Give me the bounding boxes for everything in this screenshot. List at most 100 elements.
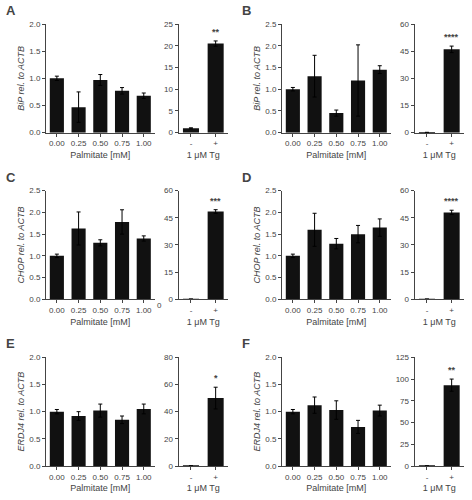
svg-text:0: 0 <box>405 128 410 137</box>
svg-text:1.5: 1.5 <box>29 380 41 389</box>
svg-text:Palmitate [mM]: Palmitate [mM] <box>70 150 130 160</box>
svg-text:+: + <box>449 473 454 482</box>
svg-text:0.00: 0.00 <box>49 473 65 482</box>
svg-text:60: 60 <box>164 186 173 195</box>
svg-text:2.5: 2.5 <box>29 186 41 195</box>
svg-text:1 μM Tg: 1 μM Tg <box>187 317 220 327</box>
svg-text:0.5: 0.5 <box>265 107 277 116</box>
svg-text:125: 125 <box>396 353 410 362</box>
svg-text:0: 0 <box>157 301 162 310</box>
svg-text:-: - <box>426 139 429 148</box>
svg-text:-: - <box>190 473 193 482</box>
svg-text:0.25: 0.25 <box>71 306 87 315</box>
svg-text:-: - <box>190 306 193 315</box>
svg-text:1 μM Tg: 1 μM Tg <box>423 317 456 327</box>
svg-text:-: - <box>190 139 193 148</box>
svg-text:-: - <box>426 473 429 482</box>
svg-text:30: 30 <box>400 74 409 83</box>
svg-text:D: D <box>242 170 251 185</box>
svg-text:C: C <box>6 170 16 185</box>
svg-text:1.5: 1.5 <box>265 230 277 239</box>
svg-text:1.00: 1.00 <box>372 139 388 148</box>
svg-text:100: 100 <box>396 375 410 384</box>
svg-text:1 μM Tg: 1 μM Tg <box>423 150 456 160</box>
svg-text:20: 20 <box>164 435 173 444</box>
svg-text:Palmitate [mM]: Palmitate [mM] <box>70 317 130 327</box>
svg-text:20: 20 <box>164 42 173 51</box>
svg-text:0.50: 0.50 <box>93 139 109 148</box>
svg-text:2.0: 2.0 <box>265 353 277 362</box>
svg-text:15: 15 <box>164 63 173 72</box>
svg-text:1.0: 1.0 <box>29 407 41 416</box>
svg-text:****: **** <box>444 196 459 206</box>
svg-text:60: 60 <box>400 20 409 29</box>
svg-text:0.75: 0.75 <box>114 473 130 482</box>
svg-text:60: 60 <box>400 186 409 195</box>
svg-text:Palmitate [mM]: Palmitate [mM] <box>306 317 366 327</box>
svg-text:0.0: 0.0 <box>265 128 277 137</box>
svg-text:0.75: 0.75 <box>350 139 366 148</box>
svg-text:25: 25 <box>164 20 173 29</box>
svg-text:0.50: 0.50 <box>329 139 345 148</box>
svg-text:1.00: 1.00 <box>136 139 152 148</box>
svg-text:30: 30 <box>164 241 173 250</box>
svg-text:0: 0 <box>169 128 174 137</box>
svg-text:1.0: 1.0 <box>29 74 41 83</box>
svg-text:2.5: 2.5 <box>265 186 277 195</box>
svg-text:15: 15 <box>400 101 409 110</box>
svg-text:0.50: 0.50 <box>93 473 109 482</box>
svg-text:1.00: 1.00 <box>372 306 388 315</box>
svg-text:ERDJ4 rel. to ACTB: ERDJ4 rel. to ACTB <box>16 372 26 452</box>
svg-text:***: *** <box>210 196 221 206</box>
svg-text:0.00: 0.00 <box>285 473 301 482</box>
svg-text:0.75: 0.75 <box>350 306 366 315</box>
svg-text:2.0: 2.0 <box>265 42 277 51</box>
svg-text:0.25: 0.25 <box>307 139 323 148</box>
svg-text:*: * <box>214 373 218 383</box>
svg-text:45: 45 <box>164 214 173 223</box>
svg-text:0.25: 0.25 <box>71 139 87 148</box>
svg-text:0.0: 0.0 <box>29 462 41 471</box>
svg-text:1.5: 1.5 <box>265 380 277 389</box>
svg-text:15: 15 <box>400 268 409 277</box>
svg-text:0.5: 0.5 <box>29 273 41 282</box>
svg-text:CHOP rel. to ACTB: CHOP rel. to ACTB <box>16 207 26 284</box>
svg-text:25: 25 <box>400 440 409 449</box>
svg-text:0.00: 0.00 <box>285 306 301 315</box>
svg-text:2.5: 2.5 <box>265 20 277 29</box>
svg-text:0: 0 <box>169 462 174 471</box>
svg-text:A: A <box>6 3 16 18</box>
svg-text:E: E <box>6 336 15 351</box>
svg-text:1.0: 1.0 <box>29 252 41 261</box>
svg-text:Palmitate [mM]: Palmitate [mM] <box>70 483 130 493</box>
svg-text:0.0: 0.0 <box>29 295 41 304</box>
svg-text:+: + <box>449 306 454 315</box>
svg-text:0.0: 0.0 <box>265 295 277 304</box>
svg-text:0.50: 0.50 <box>329 306 345 315</box>
svg-text:BiP rel. to ACTB: BiP rel. to ACTB <box>252 46 262 111</box>
svg-text:-: - <box>426 306 429 315</box>
svg-text:CHOP rel. to ACTB: CHOP rel. to ACTB <box>252 207 262 284</box>
svg-text:10: 10 <box>164 85 173 94</box>
svg-text:1.5: 1.5 <box>265 63 277 72</box>
svg-text:0: 0 <box>169 295 174 304</box>
svg-text:Palmitate [mM]: Palmitate [mM] <box>306 150 366 160</box>
svg-text:2.0: 2.0 <box>29 353 41 362</box>
svg-text:****: **** <box>444 32 459 42</box>
svg-text:45: 45 <box>400 214 409 223</box>
svg-text:2.0: 2.0 <box>29 20 41 29</box>
svg-text:1.0: 1.0 <box>265 252 277 261</box>
svg-text:40: 40 <box>164 407 173 416</box>
svg-text:50: 50 <box>400 418 409 427</box>
svg-text:0.00: 0.00 <box>49 139 65 148</box>
svg-text:1 μM Tg: 1 μM Tg <box>423 483 456 493</box>
svg-text:45: 45 <box>400 47 409 56</box>
svg-text:60: 60 <box>164 380 173 389</box>
svg-text:0.0: 0.0 <box>265 462 277 471</box>
svg-text:Palmitate [mM]: Palmitate [mM] <box>306 483 366 493</box>
svg-text:1.00: 1.00 <box>372 473 388 482</box>
svg-text:BiP rel. to ACTB: BiP rel. to ACTB <box>16 46 26 111</box>
svg-text:ERDJ4 rel. to ACTB: ERDJ4 rel. to ACTB <box>252 372 262 452</box>
svg-text:1.5: 1.5 <box>29 47 41 56</box>
svg-text:75: 75 <box>400 397 409 406</box>
